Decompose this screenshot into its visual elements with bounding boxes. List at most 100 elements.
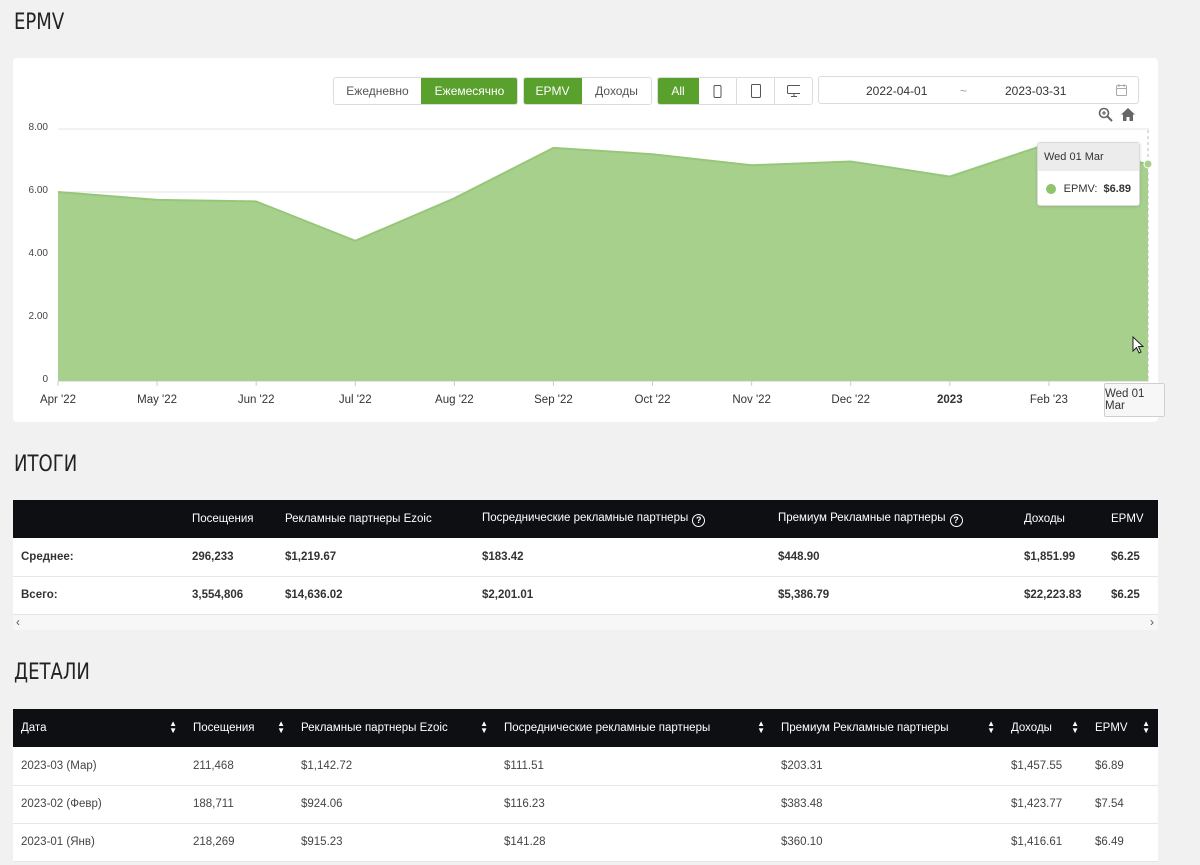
crosshair-label: Wed 01 Mar (1104, 383, 1165, 417)
details-cell: $924.06 (293, 785, 496, 824)
date-from: 2022-04-01 (866, 84, 928, 98)
epmv-button[interactable]: EPMV (524, 78, 581, 104)
revenue-button[interactable]: Доходы (581, 78, 651, 104)
details-cell: 2023-03 (Мар) (13, 747, 185, 786)
totals-cell: Всего: (13, 576, 184, 615)
date-range-picker[interactable]: 2022-04-01 ~ 2023-03-31 (818, 76, 1139, 104)
details-cell: $203.31 (773, 747, 1003, 786)
series-dot (1046, 184, 1056, 194)
device-all-button[interactable]: All (658, 78, 698, 104)
x-tick-label: May '22 (137, 394, 177, 406)
details-header-row: Дата ▲ ▼ Посещения ▲ ▼ Рекламные партнеры Ez… (13, 709, 1158, 747)
y-tick-label: 4.00 (29, 248, 49, 259)
date-to: 2023-03-31 (1005, 84, 1067, 98)
totals-cell: $448.90 (770, 538, 1016, 577)
details-cell: 2023-01 (Янв) (13, 823, 185, 862)
period-toggle: Ежедневно Ежемесячно (333, 77, 518, 105)
x-axis: Apr '22 May '22 Jun '22 Jul '22 Aug '22 Sep '… (40, 381, 1068, 406)
horizontal-scrollbar[interactable]: ‹ › (13, 615, 1158, 630)
device-toggle: All (657, 77, 813, 105)
details-cell: $7.54 (1087, 785, 1158, 824)
scroll-left-icon[interactable]: ‹ (16, 615, 20, 629)
monthly-button[interactable]: Ежемесячно (421, 78, 517, 104)
x-tick-label: Feb '23 (1030, 394, 1068, 406)
details-header-revenue[interactable]: Доходы ▲ ▼ (1003, 709, 1087, 747)
details-header-epmv[interactable]: EPMV ▲ ▼ (1087, 709, 1158, 747)
details-cell: $6.89 (1087, 747, 1158, 786)
details-header-date-label: Дата (21, 722, 47, 734)
details-cell: $915.23 (293, 823, 496, 862)
details-cell: $1,457.55 (1003, 747, 1087, 786)
details-header-mediation-label: Посреднические рекламные партнеры (504, 722, 711, 734)
help-icon[interactable]: ? (949, 513, 963, 527)
scroll-right-icon[interactable]: › (1150, 615, 1154, 629)
mouse-cursor-icon (1132, 336, 1145, 354)
area-fill (58, 143, 1148, 381)
mobile-button[interactable] (698, 78, 736, 104)
home-icon[interactable] (1120, 107, 1136, 122)
sort-icon: ▲ ▼ (757, 719, 765, 735)
tablet-button[interactable] (736, 78, 774, 104)
details-cell: $1,416.61 (1003, 823, 1087, 862)
epmv-chart: 8.00 6.00 4.00 2.00 0 Apr '22 May '22 Jun '22 J… (29, 122, 1153, 406)
totals-header-mediation: Посреднические рекламные партнеры? (474, 500, 770, 538)
x-tick-label: Jun '22 (238, 394, 275, 406)
details-header-revenue-label: Доходы (1011, 722, 1052, 734)
x-tick-label: Oct '22 (635, 394, 671, 406)
x-tick-label: Aug '22 (435, 394, 474, 406)
details-header-premium-label: Премиум Рекламные партнеры (781, 722, 949, 734)
details-cell: 188,711 (185, 785, 293, 824)
totals-header-ezoic: Рекламные партнеры Ezoic (277, 500, 474, 538)
details-cell: $383.48 (773, 785, 1003, 824)
series-line (57, 142, 1149, 242)
details-title: ДЕТАЛИ (14, 660, 90, 685)
help-icon[interactable]: ? (692, 513, 706, 527)
x-tick-label: Nov '22 (732, 394, 771, 406)
totals-header-premium-label: Премиум Рекламные партнеры (778, 511, 946, 524)
totals-cell: $183.42 (474, 538, 770, 577)
totals-table: Посещения Рекламные партнеры Ezoic Посре… (13, 500, 1158, 615)
zoom-icon[interactable] (1098, 107, 1114, 123)
details-cell: 2023-02 (Февр) (13, 785, 185, 824)
details-cell: $1,423.77 (1003, 785, 1087, 824)
totals-title: ИТОГИ (14, 452, 78, 477)
sort-icon: ▲ ▼ (277, 719, 285, 735)
daily-button[interactable]: Ежедневно (346, 84, 409, 98)
tooltip-label: EPMV: (1063, 183, 1098, 195)
x-tick-label: Apr '22 (40, 394, 76, 406)
totals-cell: $5,386.79 (770, 576, 1016, 615)
table-row: Всего: 3,554,806 $14,636.02 $2,201.01 $5… (13, 576, 1158, 615)
y-tick-label: 6.00 (29, 185, 49, 196)
totals-header-epmv: EPMV (1103, 500, 1158, 538)
sort-icon: ▲ ▼ (1071, 719, 1079, 735)
x-tick-label: 2023 (937, 394, 963, 406)
details-header-visits[interactable]: Посещения ▲ ▼ (185, 709, 293, 747)
table-row: Среднее: 296,233 $1,219.67 $183.42 $448.… (13, 538, 1158, 577)
totals-cell: $6.25 (1103, 576, 1158, 615)
details-cell: $6.49 (1087, 823, 1158, 862)
details-header-premium[interactable]: Премиум Рекламные партнеры ▲ ▼ (773, 709, 1003, 747)
details-header-visits-label: Посещения (193, 722, 255, 734)
tooltip-date: Wed 01 Mar (1038, 143, 1139, 171)
desktop-button[interactable] (774, 78, 812, 104)
details-header-ezoic[interactable]: Рекламные партнеры Ezoic ▲ ▼ (293, 709, 496, 747)
x-tick-label: Jul '22 (339, 394, 372, 406)
totals-header-row: Посещения Рекламные партнеры Ezoic Посре… (13, 500, 1158, 538)
table-row[interactable]: 2023-01 (Янв) 218,269 $915.23 $141.28 $3… (13, 823, 1158, 862)
phone-icon (713, 84, 722, 98)
totals-header-mediation-label: Посреднические рекламные партнеры (482, 511, 689, 524)
details-header-mediation[interactable]: Посреднические рекламные партнеры ▲ ▼ (496, 709, 773, 747)
totals-header-visits: Посещения (184, 500, 277, 538)
table-row[interactable]: 2023-02 (Февр) 188,711 $924.06 $116.23 $… (13, 785, 1158, 824)
table-row[interactable]: 2023-03 (Мар) 211,468 $1,142.72 $111.51 … (13, 747, 1158, 786)
totals-header-label (13, 500, 184, 538)
metric-toggle: EPMV Доходы (523, 77, 652, 105)
details-cell: $1,142.72 (293, 747, 496, 786)
details-header-date[interactable]: Дата ▲ ▼ (13, 709, 185, 747)
details-cell: 211,468 (185, 747, 293, 786)
totals-cell: $1,219.67 (277, 538, 474, 577)
sort-icon: ▲ ▼ (1142, 719, 1150, 735)
y-tick-label: 0 (42, 374, 48, 385)
totals-cell: 296,233 (184, 538, 277, 577)
